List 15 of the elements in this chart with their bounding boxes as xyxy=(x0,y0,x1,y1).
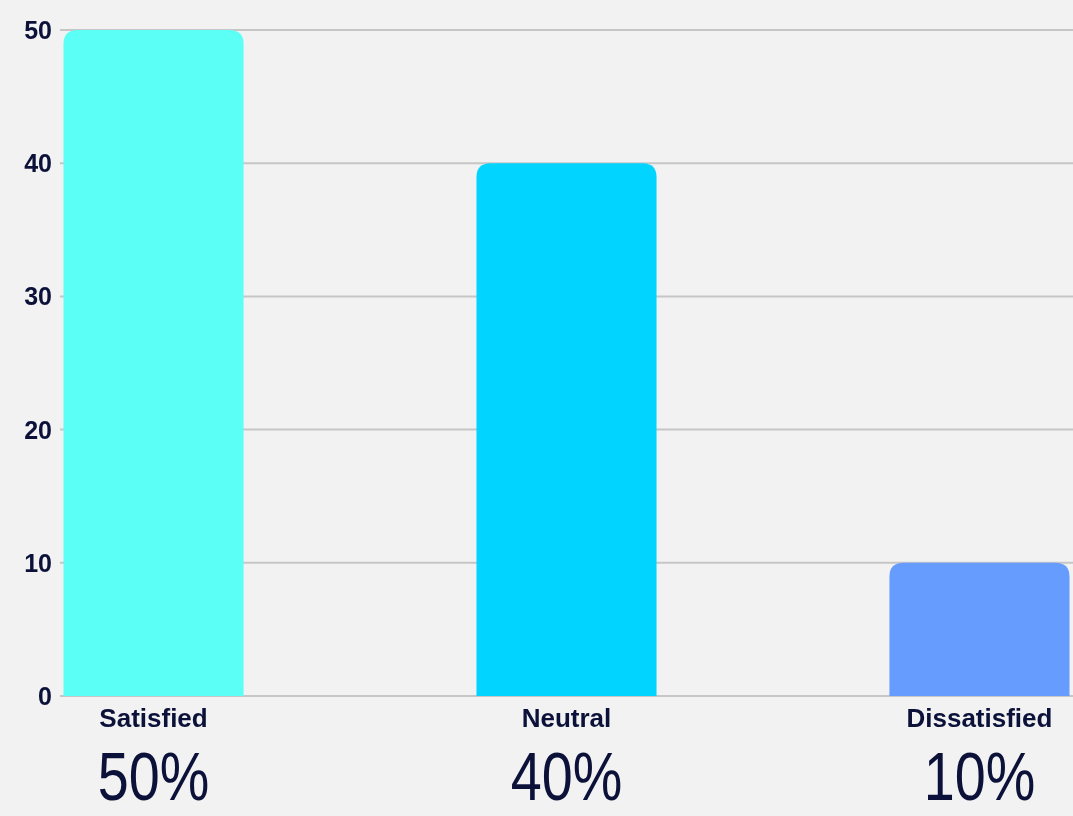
x-tick-label: Satisfied xyxy=(99,703,208,733)
y-tick-label: 40 xyxy=(24,149,52,178)
y-tick-label: 20 xyxy=(24,415,52,444)
y-tick-label: 0 xyxy=(38,682,52,710)
y-tick-label: 50 xyxy=(24,16,52,44)
bar xyxy=(889,562,1070,696)
x-tick-label: Neutral xyxy=(521,703,612,733)
data-label: 40% xyxy=(510,738,623,815)
data-label: 10% xyxy=(923,738,1036,815)
x-tick-label: Dissatisfied xyxy=(906,703,1053,733)
bar xyxy=(63,30,244,696)
y-tick-label: 30 xyxy=(24,282,52,311)
y-tick-label: 10 xyxy=(24,548,52,577)
bar xyxy=(476,163,657,696)
data-label: 50% xyxy=(97,738,210,815)
